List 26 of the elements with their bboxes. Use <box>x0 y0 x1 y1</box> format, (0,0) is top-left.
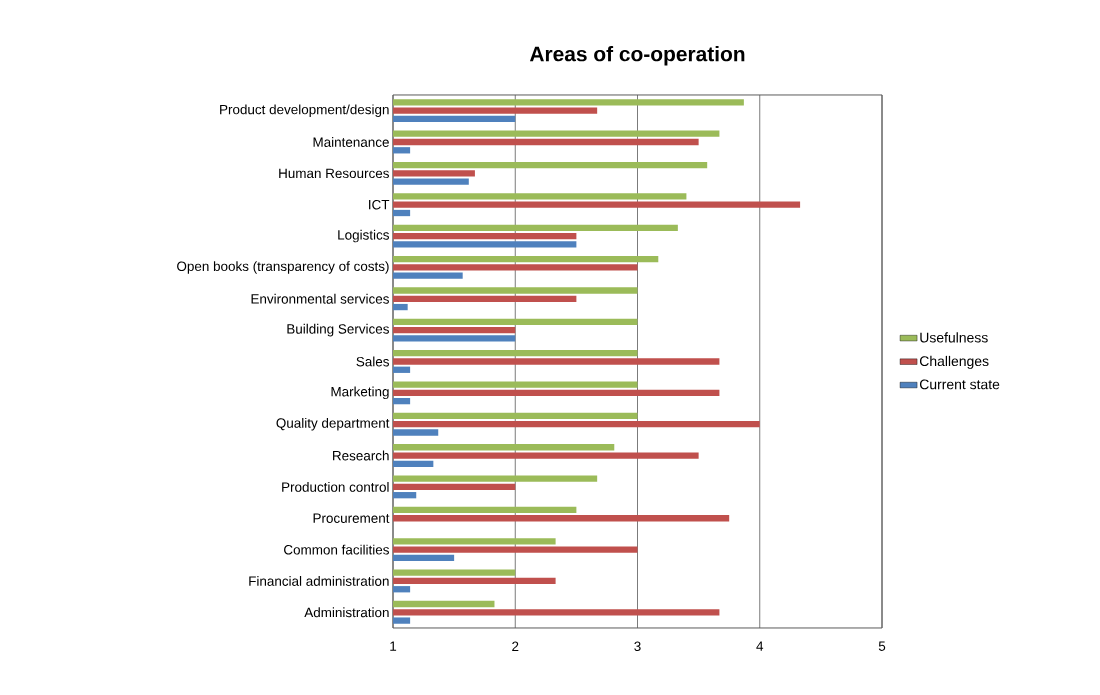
x-tick-label: 5 <box>878 641 886 651</box>
y-tick-label: Financial administration <box>249 576 389 586</box>
y-tick-label: Administration <box>304 607 389 618</box>
y-tick-label: Research <box>333 450 389 461</box>
y-tick-label: Procurement <box>313 513 390 523</box>
y-tick-label: Maintenance <box>313 137 389 147</box>
y-tick-label: Open books (transparency of costs) <box>177 261 389 274</box>
y-tick-label: Production control <box>282 481 389 492</box>
x-tick-label: 4 <box>756 641 764 651</box>
y-tick-label: Common facilities <box>284 544 389 555</box>
x-tick-label: 2 <box>512 641 519 651</box>
legend-label: Challenges <box>919 355 989 369</box>
y-tick-label: Quality department <box>276 417 390 431</box>
y-tick-label: Environmental services <box>251 293 389 304</box>
y-tick-label: Product development/design <box>220 104 389 117</box>
y-tick-label: Sales <box>356 356 389 367</box>
x-tick-label: 1 <box>390 641 397 651</box>
y-tick-label: Building Services <box>287 323 389 337</box>
legend-label: Usefulness <box>920 332 988 343</box>
y-tick-label: Logistics <box>338 229 389 243</box>
y-tick-label: Human Resources <box>279 168 389 179</box>
y-tick-label: Marketing <box>331 386 389 400</box>
legend-label: Current state <box>919 379 1000 390</box>
x-tick-label: 3 <box>634 641 641 652</box>
chart-title: Areas of co-operation <box>529 45 745 66</box>
y-tick-label: ICT <box>369 199 390 210</box>
